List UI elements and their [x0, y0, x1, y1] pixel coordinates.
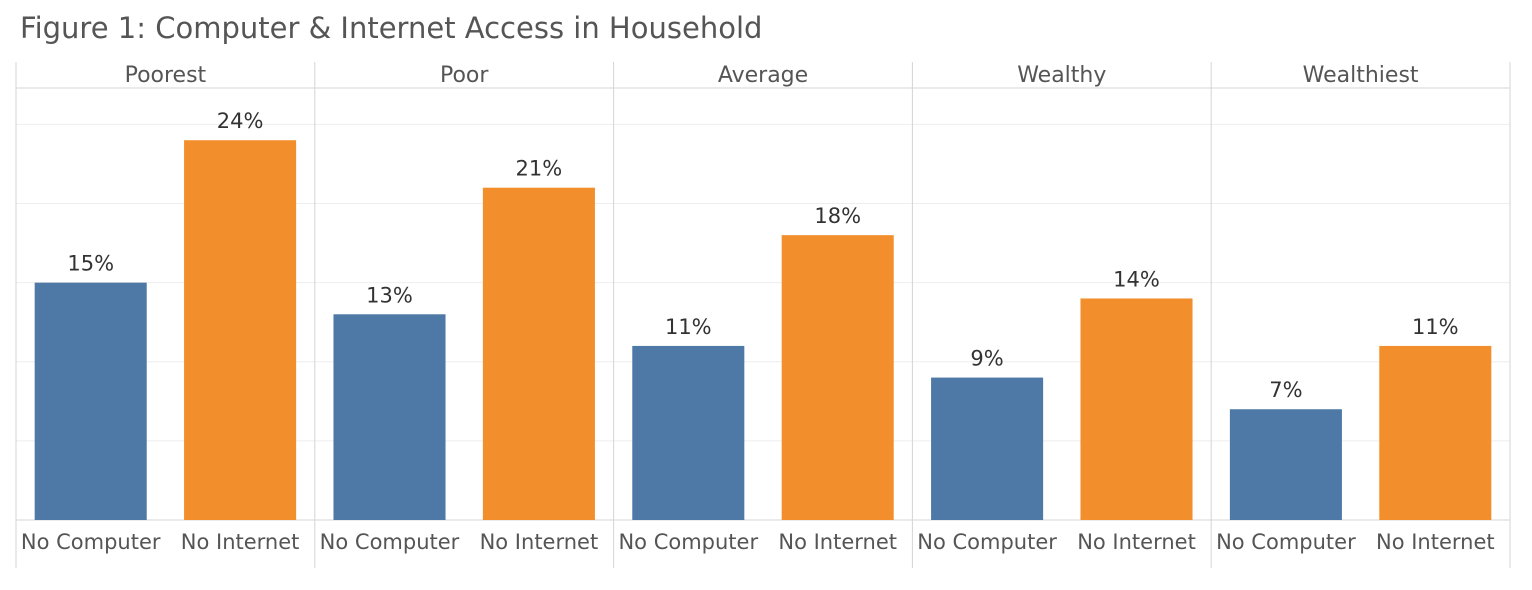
panel-header: Poor	[440, 63, 489, 88]
bar	[632, 345, 745, 520]
value-label: 15%	[67, 252, 114, 276]
bar	[781, 235, 894, 520]
x-tick-label: No Internet	[480, 530, 599, 554]
value-label: 18%	[814, 204, 861, 228]
x-tick-label: No Internet	[181, 530, 300, 554]
value-label: 13%	[366, 283, 413, 307]
value-label: 7%	[1269, 378, 1302, 402]
x-tick-label: No Internet	[778, 530, 897, 554]
x-tick-label: No Computer	[618, 530, 758, 554]
panel-header: Poorest	[125, 63, 207, 88]
x-tick-label: No Computer	[917, 530, 1057, 554]
value-label: 14%	[1113, 267, 1160, 291]
bar	[931, 377, 1044, 520]
value-label: 11%	[665, 315, 712, 339]
value-label: 11%	[1412, 315, 1459, 339]
bar	[482, 187, 595, 520]
x-tick-label: No Computer	[320, 530, 460, 554]
panel-header: Wealthiest	[1303, 63, 1419, 88]
x-tick-label: No Computer	[1216, 530, 1356, 554]
value-label: 9%	[970, 347, 1003, 371]
value-label: 24%	[217, 109, 264, 133]
bar	[1080, 298, 1193, 520]
bar	[184, 140, 297, 520]
chart-title: Figure 1: Computer & Internet Access in …	[20, 11, 762, 45]
bar	[1379, 345, 1492, 520]
bar	[34, 282, 147, 520]
panel-header: Wealthy	[1017, 63, 1106, 88]
x-tick-label: No Computer	[21, 530, 161, 554]
bar	[1229, 409, 1342, 520]
x-tick-label: No Internet	[1376, 530, 1495, 554]
value-label: 21%	[516, 157, 563, 181]
bar	[333, 314, 446, 520]
panel-header: Average	[718, 63, 808, 88]
x-tick-label: No Internet	[1077, 530, 1196, 554]
